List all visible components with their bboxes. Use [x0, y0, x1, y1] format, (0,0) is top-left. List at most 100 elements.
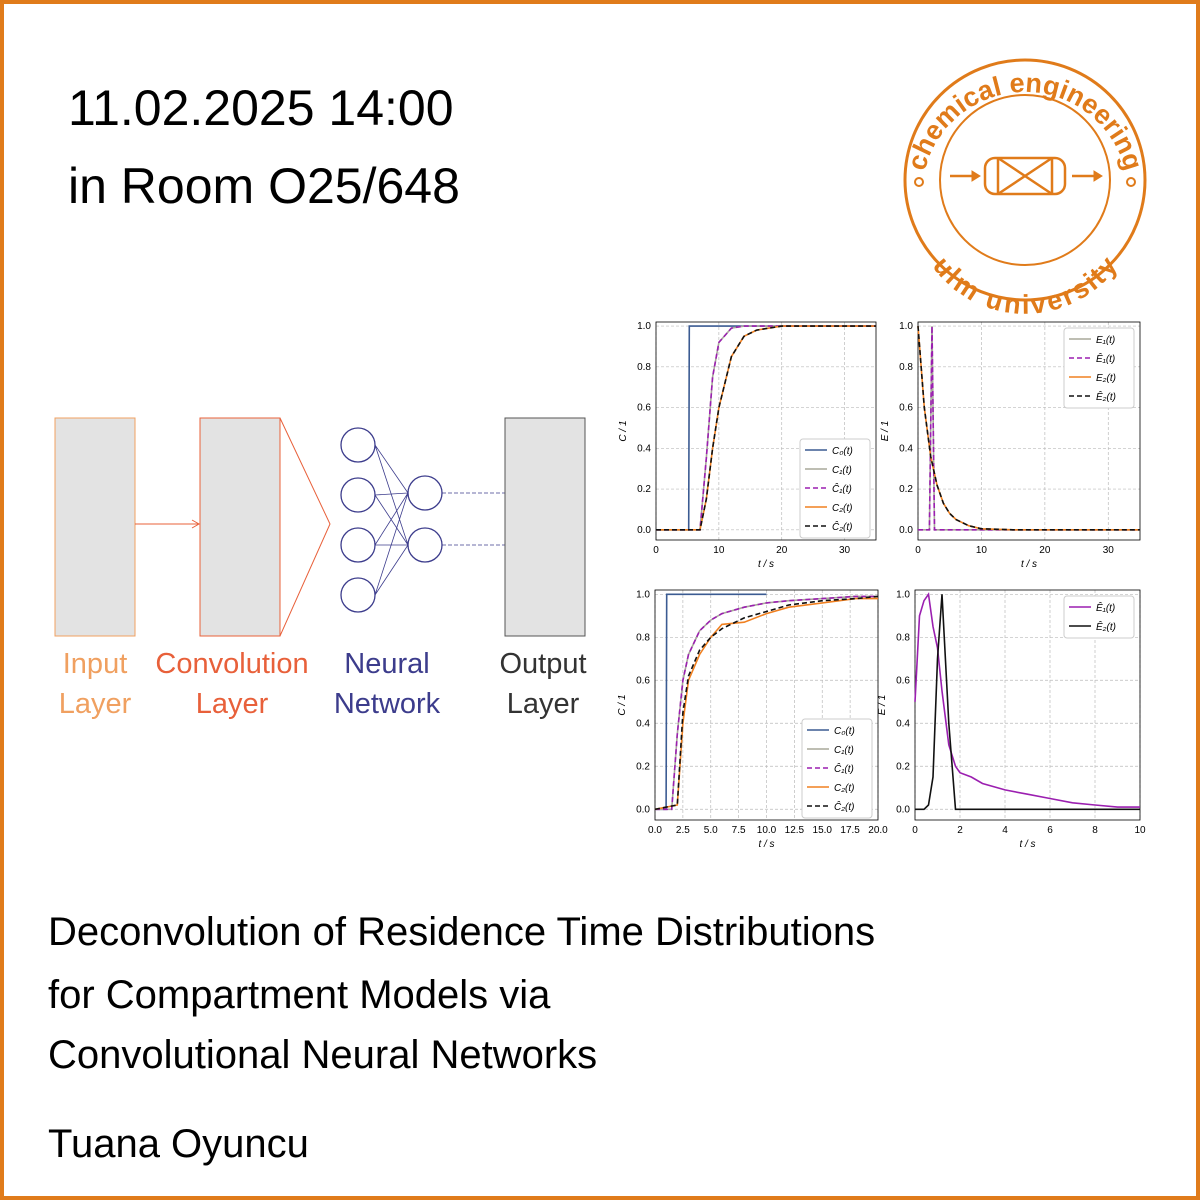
legend-label: Ê₂(t) — [1096, 620, 1116, 633]
y-tick-label: 0.6 — [637, 403, 651, 414]
input-layer-block — [54, 417, 136, 637]
legend-label: C₀(t) — [834, 726, 855, 737]
x-axis-label: t / s — [758, 839, 774, 850]
legend-label: E₂(t) — [1096, 373, 1116, 384]
output-layer-block — [504, 417, 586, 637]
x-tick-label: 20.0 — [868, 825, 888, 836]
y-tick-label: 0.8 — [899, 362, 913, 373]
x-tick-label: 10.0 — [757, 825, 777, 836]
y-tick-label: 1.0 — [896, 589, 910, 600]
x-tick-label: 0 — [912, 825, 918, 836]
diagram-label: Output — [499, 648, 586, 680]
chart: 0.0 2.5 5.0 7.5 10.0 12.5 15.0 17.5 20.0 0.0 0.2 0.… — [617, 589, 888, 850]
plot-frame — [914, 589, 1141, 821]
x-tick-label: 30 — [1103, 545, 1115, 556]
legend-label: C₂(t) — [834, 783, 854, 794]
series-line — [915, 594, 1140, 811]
y-axis-label: E / 1 — [880, 421, 891, 442]
nn-nodes — [340, 427, 443, 613]
room: in Room O25/648 — [68, 158, 460, 214]
series-line — [917, 326, 1140, 531]
chart: 0 2 4 6 8 10 0.0 0.2 0.4 0.6 0.8 1.0 t / s E / 1 Ê₁(t)… — [877, 589, 1146, 850]
conv-layer-block — [199, 417, 281, 637]
y-tick-label: 0.4 — [636, 718, 650, 729]
talk-title-line: Deconvolution of Residence Time Distribu… — [48, 910, 875, 954]
x-tick-label: 20 — [776, 545, 788, 556]
x-tick-label: 7.5 — [732, 825, 746, 836]
reactor-arrows — [971, 170, 1103, 182]
y-axis-label: C / 1 — [617, 694, 628, 715]
diagram-label: Layer — [507, 688, 580, 720]
x-tick-label: 6 — [1047, 825, 1053, 836]
speaker: Tuana Oyuncu — [48, 1122, 309, 1166]
diagram-label: Convolution — [155, 648, 308, 680]
legend-label: C₁(t) — [832, 465, 852, 476]
series-line — [654, 595, 879, 811]
legend-label: Ĉ₂(t) — [832, 520, 852, 533]
diagram-label: Layer — [59, 688, 132, 720]
legend-label: Ĉ₁(t) — [832, 482, 852, 495]
y-tick-label: 0.0 — [636, 804, 650, 815]
y-axis-label: C / 1 — [618, 420, 629, 441]
y-tick-label: 0.8 — [637, 362, 651, 373]
x-tick-label: 12.5 — [785, 825, 805, 836]
reactor-lines — [950, 156, 1100, 196]
logo-ring — [903, 58, 1147, 302]
legend-box — [799, 438, 871, 539]
legend-label: Ê₂(t) — [1096, 390, 1116, 403]
x-tick-label: 10 — [1134, 825, 1146, 836]
talk-title-line: Convolutional Neural Networks — [48, 1033, 597, 1077]
chart: 0 10 20 30 0.0 0.2 0.4 0.6 0.8 1.0 t / s E / 1 E₁(t)… — [880, 321, 1141, 570]
plot-frame — [917, 321, 1141, 541]
cnn-diagram — [54, 417, 586, 637]
x-tick-label: 30 — [839, 545, 851, 556]
x-tick-label: 0 — [653, 545, 659, 556]
y-tick-label: 1.0 — [899, 321, 913, 332]
legend-label: Ĉ₁(t) — [834, 762, 854, 775]
reactor-icon — [983, 156, 1067, 196]
logo-inner-ring — [939, 94, 1111, 266]
legend-box — [801, 718, 873, 819]
y-tick-label: 0.0 — [637, 525, 651, 536]
logo-dot — [914, 177, 924, 187]
x-axis-label: t / s — [1019, 839, 1035, 850]
x-tick-label: 2 — [957, 825, 963, 836]
legend-label: Ê₁(t) — [1096, 352, 1115, 365]
x-tick-label: 2.5 — [676, 825, 690, 836]
diagram-label: Network — [334, 688, 441, 720]
x-tick-label: 17.5 — [840, 825, 860, 836]
legend-label: C₂(t) — [832, 503, 852, 514]
x-tick-label: 0.0 — [648, 825, 662, 836]
plot-frame — [655, 321, 877, 541]
y-tick-label: 1.0 — [636, 589, 650, 600]
y-tick-label: 0.4 — [637, 443, 651, 454]
x-tick-label: 8 — [1092, 825, 1098, 836]
y-tick-label: 0.2 — [896, 761, 910, 772]
x-axis-label: t / s — [1021, 559, 1037, 570]
series-line — [918, 326, 1140, 531]
x-tick-label: 20 — [1039, 545, 1051, 556]
x-tick-label: 0 — [915, 545, 921, 556]
conv-arrows — [135, 417, 331, 637]
y-tick-label: 0.0 — [896, 804, 910, 815]
x-tick-label: 15.0 — [813, 825, 833, 836]
chart: 0 10 20 30 0.0 0.2 0.4 0.6 0.8 1.0 t / s C / 1 C₀(t)… — [618, 321, 877, 570]
date: 11.02.2025 14:00 — [68, 80, 454, 136]
x-tick-label: 10 — [976, 545, 988, 556]
logo-dot — [1126, 177, 1136, 187]
legend-label: E₁(t) — [1096, 335, 1115, 346]
legend-label: Ê₁(t) — [1096, 601, 1115, 614]
diagram-label: Input — [63, 648, 128, 680]
y-tick-label: 0.6 — [899, 403, 913, 414]
y-tick-label: 0.8 — [636, 632, 650, 643]
y-tick-label: 0.4 — [896, 718, 910, 729]
legend-label: C₀(t) — [832, 446, 853, 457]
talk-title-line: for Compartment Models via — [48, 973, 551, 1017]
y-tick-label: 0.6 — [896, 675, 910, 686]
series-line — [655, 595, 878, 811]
plot-frame — [654, 589, 879, 821]
diagram-label: Neural — [344, 648, 429, 680]
y-tick-label: 0.6 — [636, 675, 650, 686]
